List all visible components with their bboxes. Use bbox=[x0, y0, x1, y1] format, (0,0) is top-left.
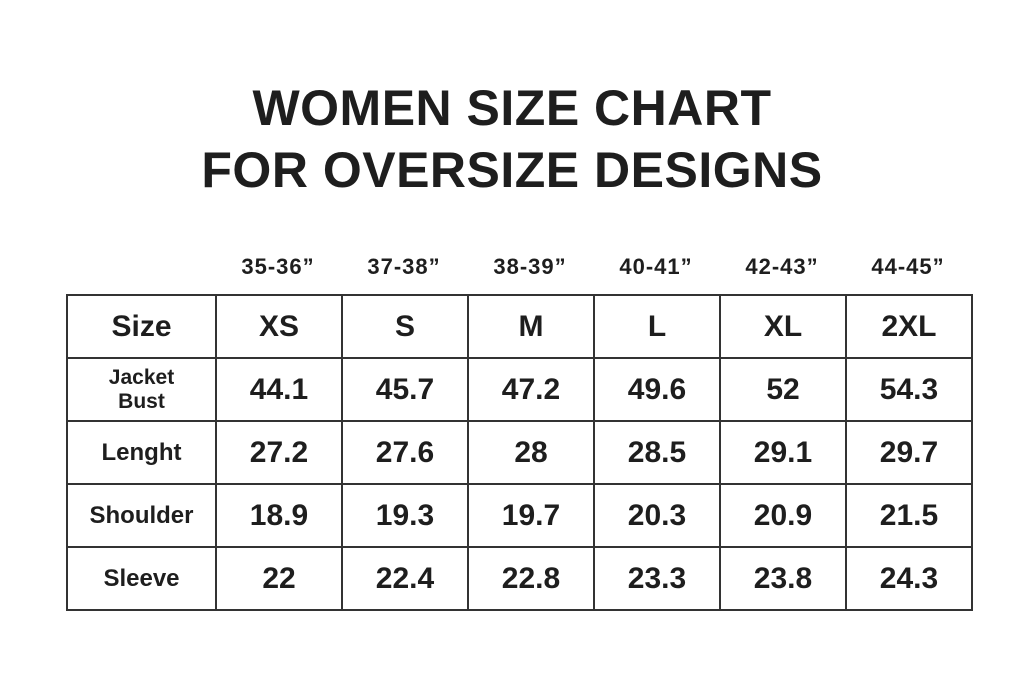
table-row: Lenght 27.2 27.6 28 28.5 29.1 29.7 bbox=[66, 420, 973, 485]
header-label-cell: Size bbox=[66, 294, 217, 359]
row-label-cell: Shoulder bbox=[66, 483, 217, 548]
size-table: Size XS S M L XL 2XL Jacket Bust 44.1 45.7 47.2 49.6… bbox=[66, 294, 973, 611]
table-row: Sleeve 22 22.4 22.8 23.3 23.8 24.3 bbox=[66, 546, 973, 611]
chart-title-line-2: FOR OVERSIZE DESIGNS bbox=[201, 142, 823, 198]
bust-range-label: 40-41” bbox=[619, 254, 693, 279]
row-label-cell: Lenght bbox=[66, 420, 217, 485]
size-header-cell: XS bbox=[215, 294, 343, 359]
size-header-cell: 2XL bbox=[845, 294, 973, 359]
size-header-cell: XL bbox=[719, 294, 847, 359]
value-cell: 22 bbox=[215, 546, 343, 611]
value-cell: 22.8 bbox=[467, 546, 595, 611]
row-label-cell: Jacket Bust bbox=[66, 357, 217, 422]
table-row: Shoulder 18.9 19.3 19.7 20.3 20.9 21.5 bbox=[66, 483, 973, 548]
value-cell: 52 bbox=[719, 357, 847, 422]
value-cell: 18.9 bbox=[215, 483, 343, 548]
value-cell: 19.7 bbox=[467, 483, 595, 548]
row-label-line: Jacket bbox=[108, 365, 175, 389]
value-cell: 21.5 bbox=[845, 483, 973, 548]
value-cell: 47.2 bbox=[467, 357, 595, 422]
value-cell: 22.4 bbox=[341, 546, 469, 611]
value-cell: 49.6 bbox=[593, 357, 721, 422]
table-header-row: Size XS S M L XL 2XL bbox=[66, 294, 973, 359]
value-cell: 23.3 bbox=[593, 546, 721, 611]
bust-range-label: 44-45” bbox=[871, 254, 945, 279]
bust-range-row: 35-36” 37-38” 38-39” 40-41” 42-43” 44-45” bbox=[215, 254, 971, 280]
value-cell: 27.2 bbox=[215, 420, 343, 485]
value-cell: 19.3 bbox=[341, 483, 469, 548]
value-cell: 28.5 bbox=[593, 420, 721, 485]
bust-range-label: 37-38” bbox=[367, 254, 441, 279]
value-cell: 27.6 bbox=[341, 420, 469, 485]
bust-range-label: 35-36” bbox=[241, 254, 315, 279]
size-header-cell: S bbox=[341, 294, 469, 359]
bust-range-label: 38-39” bbox=[493, 254, 567, 279]
value-cell: 20.9 bbox=[719, 483, 847, 548]
value-cell: 29.1 bbox=[719, 420, 847, 485]
value-cell: 29.7 bbox=[845, 420, 973, 485]
value-cell: 23.8 bbox=[719, 546, 847, 611]
value-cell: 54.3 bbox=[845, 357, 973, 422]
value-cell: 44.1 bbox=[215, 357, 343, 422]
table-row: Jacket Bust 44.1 45.7 47.2 49.6 52 54.3 bbox=[66, 357, 973, 422]
row-label-cell: Sleeve bbox=[66, 546, 217, 611]
row-label-line: Bust bbox=[118, 389, 165, 413]
value-cell: 20.3 bbox=[593, 483, 721, 548]
size-header-cell: M bbox=[467, 294, 595, 359]
value-cell: 28 bbox=[467, 420, 595, 485]
value-cell: 45.7 bbox=[341, 357, 469, 422]
bust-range-label: 42-43” bbox=[745, 254, 819, 279]
chart-title-line-1: WOMEN SIZE CHART bbox=[252, 80, 772, 136]
value-cell: 24.3 bbox=[845, 546, 973, 611]
size-header-cell: L bbox=[593, 294, 721, 359]
